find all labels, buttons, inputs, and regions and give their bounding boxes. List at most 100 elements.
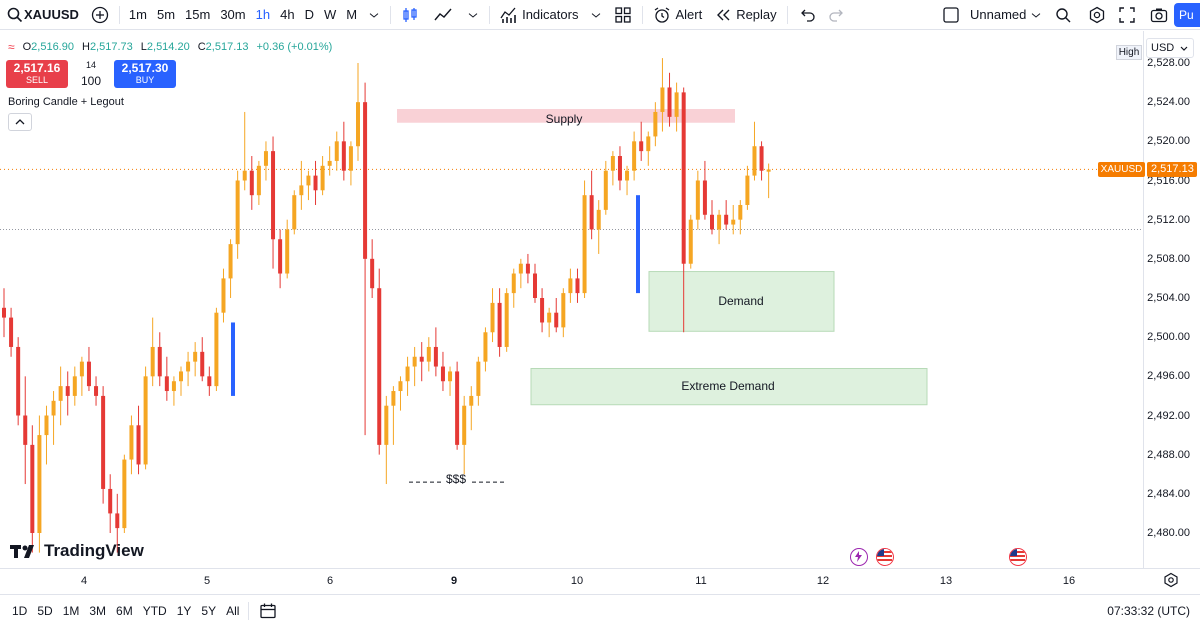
alert-label: Alert (675, 7, 703, 22)
price-chart[interactable] (0, 31, 1143, 568)
us-economic-event-icon[interactable] (876, 548, 894, 566)
axis-settings-icon[interactable] (1163, 572, 1179, 588)
timeframe-5m[interactable]: 5m (156, 7, 176, 22)
chart-pane[interactable] (0, 31, 1143, 568)
indicators-dropdown[interactable] (584, 0, 608, 30)
legout-candle (636, 195, 640, 294)
candle-body (455, 371, 460, 445)
time-axis[interactable]: 4 5 6 9 10 11 12 13 16 (0, 568, 1200, 592)
alert-button[interactable]: Alert (647, 0, 708, 30)
candle-body (547, 312, 552, 323)
layout-name-button[interactable]: Unnamed (936, 0, 1048, 30)
time-label: 9 (450, 575, 458, 587)
timeframe-dropdown[interactable] (362, 0, 386, 30)
range-1y[interactable]: 1Y (176, 603, 192, 618)
candle-body (561, 293, 566, 328)
candle-body (433, 346, 438, 367)
timeframe-15m[interactable]: 15m (185, 7, 211, 22)
candle-body (419, 356, 424, 362)
range-5d[interactable]: 5D (37, 603, 53, 618)
collapse-indicators-button[interactable] (8, 113, 32, 131)
price-scale[interactable]: 2,528.00 2,524.00 2,520.00 2,516.00 2,512.00… (1143, 31, 1200, 568)
range-3m[interactable]: 3M (89, 603, 107, 618)
snapshot-button[interactable] (1144, 0, 1174, 30)
liquidity-label: $$$ (445, 472, 467, 486)
candle-body (150, 346, 155, 377)
candle-body (256, 165, 261, 196)
candle-body (44, 415, 49, 436)
candle-body (171, 381, 176, 392)
legend-collapse-icon[interactable]: ≈ (8, 40, 15, 54)
indicators-label: Indicators (522, 7, 579, 22)
timeframe-1m[interactable]: 1m (128, 7, 147, 22)
chart-type-dropdown[interactable] (461, 0, 485, 30)
candle-body (115, 513, 120, 529)
candle-body (582, 195, 587, 294)
candle-body (625, 170, 630, 181)
date-range-group: 1D 5D 1M 3M 6M YTD 1Y 5Y All (0, 604, 244, 618)
symbol-search[interactable]: XAUUSD (0, 0, 85, 30)
redo-icon (829, 9, 843, 22)
quick-search-button[interactable] (1048, 0, 1078, 30)
timeframe-4h[interactable]: 4h (280, 7, 295, 22)
candles-chart-type-button[interactable] (395, 0, 425, 30)
compare-symbol-button[interactable] (85, 0, 115, 30)
settings-button[interactable] (1082, 0, 1112, 30)
range-ytd[interactable]: YTD (142, 603, 167, 618)
legend-high: H2,517.73 (81, 41, 133, 53)
candle-body (469, 395, 474, 406)
timeframe-30m[interactable]: 30m (220, 7, 246, 22)
range-1d[interactable]: 1D (12, 603, 28, 618)
us-flag-icon (1010, 549, 1025, 564)
range-6m[interactable]: 6M (116, 603, 133, 618)
earnings-event-icon[interactable] (850, 548, 868, 566)
calendar-icon (260, 603, 277, 618)
timeframe-M[interactable]: M (346, 7, 358, 22)
templates-button[interactable] (608, 0, 638, 30)
price-label: 2,520.00 (1147, 135, 1190, 148)
range-5y[interactable]: 5Y (201, 603, 217, 618)
buy-button[interactable]: 2,517.30 BUY (114, 60, 176, 88)
current-symbol-tag: XAUUSD (1098, 162, 1145, 178)
replay-button[interactable]: Replay (708, 0, 782, 30)
toolbar-divider (489, 5, 491, 24)
utc-clock[interactable]: 07:33:32 (UTC) (1107, 604, 1190, 618)
candle-body (37, 435, 42, 533)
timeframe-1h[interactable]: 1h (255, 7, 271, 22)
redo-button[interactable] (822, 0, 852, 30)
indicators-button[interactable]: Indicators (494, 0, 584, 30)
timeframe-W[interactable]: W (323, 7, 337, 22)
order-quantity[interactable]: 100 (80, 74, 102, 88)
search-icon (7, 7, 23, 22)
indicator-title[interactable]: Boring Candle + Legout (8, 96, 124, 108)
sell-button[interactable]: 2,517.16 SELL (6, 60, 68, 88)
legout-candle (231, 322, 235, 396)
fullscreen-button[interactable] (1112, 0, 1142, 30)
replay-icon (717, 9, 730, 20)
ohlc-legend: ≈ O2,516.90 H2,517.73 L2,514.20 C2,517.1… (8, 40, 332, 54)
candle-body (412, 356, 417, 367)
candle-body (65, 386, 70, 396)
currency-select[interactable]: USD (1146, 38, 1194, 58)
buy-price: 2,517.30 (121, 61, 169, 75)
us-economic-event-icon[interactable] (1009, 548, 1027, 566)
candle-body (752, 146, 757, 176)
undo-button[interactable] (792, 0, 822, 30)
range-all[interactable]: All (226, 603, 240, 618)
candle-body (490, 302, 495, 333)
candle-body (23, 415, 28, 445)
timeframe-D[interactable]: D (304, 7, 314, 22)
publish-button[interactable]: Pu (1174, 3, 1200, 27)
price-label: 2,504.00 (1147, 292, 1190, 304)
candle-body (16, 346, 21, 416)
go-to-date-button[interactable] (253, 596, 283, 626)
candle-body (511, 273, 516, 294)
legend-change: +0.36 (+0.01%) (256, 41, 333, 53)
extreme-demand-zone (530, 368, 928, 406)
candle-body (639, 141, 644, 152)
toolbar-divider (248, 601, 250, 620)
candle-body (221, 278, 226, 313)
candle-body (157, 346, 162, 377)
range-1m[interactable]: 1M (62, 603, 80, 618)
line-chart-type-button[interactable] (425, 0, 461, 30)
